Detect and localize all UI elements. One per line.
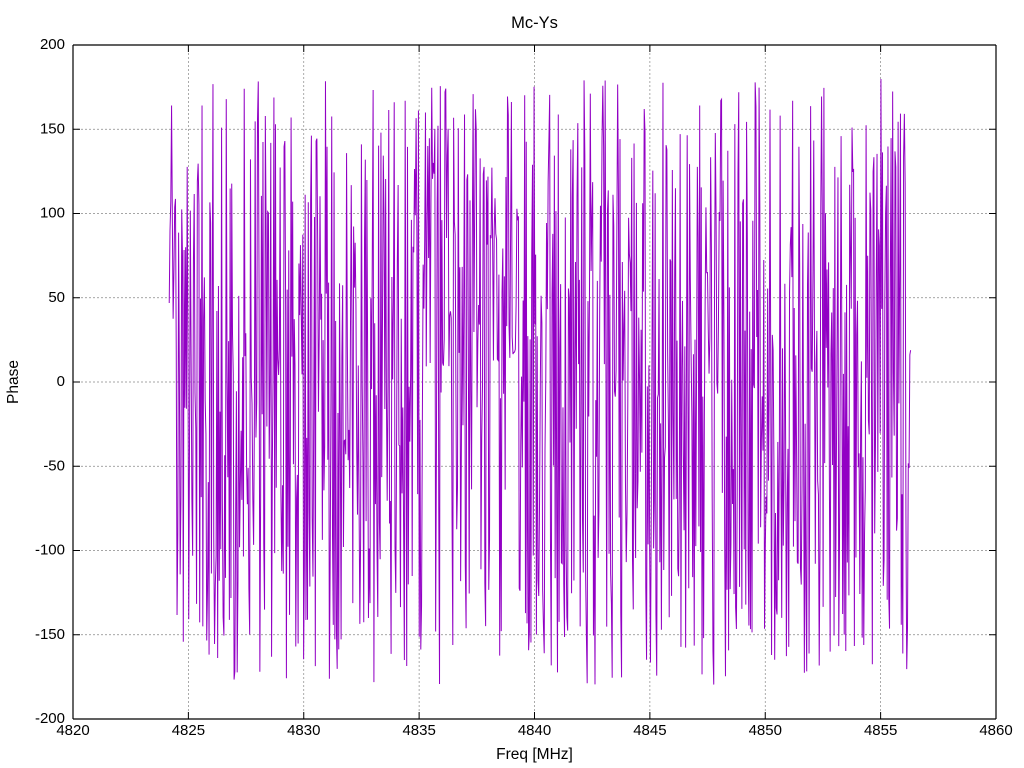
- svg-text:0: 0: [57, 373, 65, 390]
- svg-text:-150: -150: [35, 626, 65, 643]
- svg-text:-100: -100: [35, 542, 65, 559]
- svg-text:4850: 4850: [749, 722, 782, 739]
- svg-text:4830: 4830: [287, 722, 320, 739]
- svg-text:4825: 4825: [172, 722, 205, 739]
- svg-text:100: 100: [40, 205, 65, 222]
- svg-text:4835: 4835: [402, 722, 435, 739]
- svg-text:4855: 4855: [864, 722, 897, 739]
- svg-text:Phase: Phase: [5, 360, 22, 404]
- svg-text:200: 200: [40, 36, 65, 53]
- svg-text:Mc-Ys: Mc-Ys: [511, 14, 558, 32]
- svg-text:4845: 4845: [633, 722, 666, 739]
- svg-text:Freq [MHz]: Freq [MHz]: [496, 746, 573, 763]
- svg-text:4860: 4860: [979, 722, 1012, 739]
- svg-text:-50: -50: [43, 457, 65, 474]
- svg-text:4840: 4840: [518, 722, 551, 739]
- svg-text:4820: 4820: [56, 722, 89, 739]
- svg-text:150: 150: [40, 120, 65, 137]
- svg-text:50: 50: [48, 289, 65, 306]
